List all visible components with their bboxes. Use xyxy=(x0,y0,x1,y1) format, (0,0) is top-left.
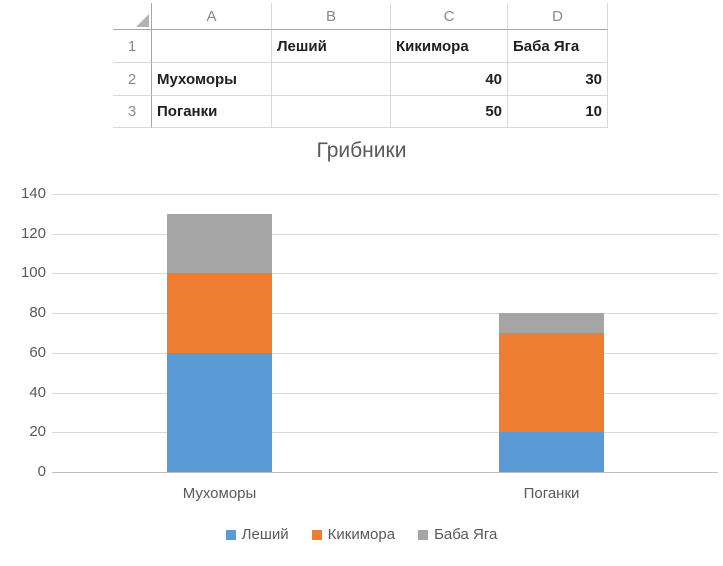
gridline xyxy=(52,194,718,195)
bar-segment-Леший[interactable] xyxy=(499,432,604,472)
column-header-d[interactable]: D xyxy=(508,3,608,30)
y-tick-label: 80 xyxy=(29,304,46,322)
cell-a3[interactable]: Поганки xyxy=(152,96,272,128)
legend-label: Кикимора xyxy=(327,526,396,543)
gridline xyxy=(52,432,718,434)
cell-c3[interactable]: 50 xyxy=(391,96,508,128)
bar-2[interactable] xyxy=(499,194,604,472)
legend-label: Баба Яга xyxy=(434,526,498,543)
legend-swatch-icon xyxy=(311,529,322,540)
column-header-c[interactable]: C xyxy=(391,3,508,30)
cell-a1[interactable] xyxy=(152,30,272,63)
row-header-1[interactable]: 1 xyxy=(113,30,152,63)
category-label: Мухоморы xyxy=(182,485,257,502)
y-tick-label: 60 xyxy=(29,343,46,361)
cell-c1[interactable]: Кикимора xyxy=(391,30,508,63)
bar-1[interactable] xyxy=(167,194,272,472)
x-axis: Мухоморы Поганки xyxy=(52,485,718,505)
y-tick-label: 0 xyxy=(37,463,46,480)
legend: Леший Кикимора Баба Яга xyxy=(0,526,723,543)
gridline xyxy=(52,392,718,394)
cell-d2[interactable]: 30 xyxy=(508,63,608,96)
chart-title[interactable]: Грибники xyxy=(316,139,407,162)
column-header-a[interactable]: A xyxy=(152,3,272,30)
cell-a2[interactable]: Мухоморы xyxy=(152,63,272,96)
category-label: Поганки xyxy=(523,485,580,502)
gridline xyxy=(52,352,718,354)
y-tick-label: 20 xyxy=(29,423,46,441)
row-header-3[interactable]: 3 xyxy=(113,96,152,128)
gridline xyxy=(52,313,718,315)
legend-item-Баба Яга[interactable]: Баба Яга xyxy=(418,526,497,543)
legend-swatch-icon xyxy=(418,529,429,540)
stacked-bar-chart[interactable]: Грибники 0 20 40 60 80 100 120 140 Мухоморы Пога… xyxy=(0,130,723,566)
y-axis: 0 20 40 60 80 100 120 140 xyxy=(0,186,46,480)
bar-segment-Леший[interactable] xyxy=(167,352,272,472)
bar-segment-Кикимора[interactable] xyxy=(167,273,272,353)
bar-segment-Кикимора[interactable] xyxy=(499,333,604,433)
bar-segment-Баба Яга[interactable] xyxy=(499,313,604,333)
spreadsheet: A B C D 1 Леший Кикимора Баба Яга 2 Мухо… xyxy=(113,3,608,128)
gridline xyxy=(52,233,718,235)
legend-item-Леший[interactable]: Леший xyxy=(225,526,289,543)
legend-item-Кикимора[interactable]: Кикимора xyxy=(311,526,396,543)
cell-c2[interactable]: 40 xyxy=(391,63,508,96)
bar-segment-Баба Яга[interactable] xyxy=(167,213,272,274)
y-tick-label: 100 xyxy=(20,264,46,282)
x-axis-line xyxy=(52,472,718,473)
select-all-triangle-icon xyxy=(136,14,149,27)
legend-swatch-icon xyxy=(225,529,236,540)
cell-b2[interactable] xyxy=(272,63,391,96)
row-header-2[interactable]: 2 xyxy=(113,63,152,96)
select-all-corner[interactable] xyxy=(113,3,152,30)
cell-d1[interactable]: Баба Яга xyxy=(508,30,608,63)
gridline xyxy=(52,273,718,275)
y-tick-label: 40 xyxy=(29,383,46,401)
y-tick-label: 140 xyxy=(20,185,46,202)
column-header-b[interactable]: B xyxy=(272,3,391,30)
cell-d3[interactable]: 10 xyxy=(508,96,608,128)
plot-area xyxy=(52,194,718,473)
cell-b1[interactable]: Леший xyxy=(272,30,391,63)
cell-b3[interactable] xyxy=(272,96,391,128)
legend-label: Леший xyxy=(241,526,289,543)
y-tick-label: 120 xyxy=(20,224,46,242)
